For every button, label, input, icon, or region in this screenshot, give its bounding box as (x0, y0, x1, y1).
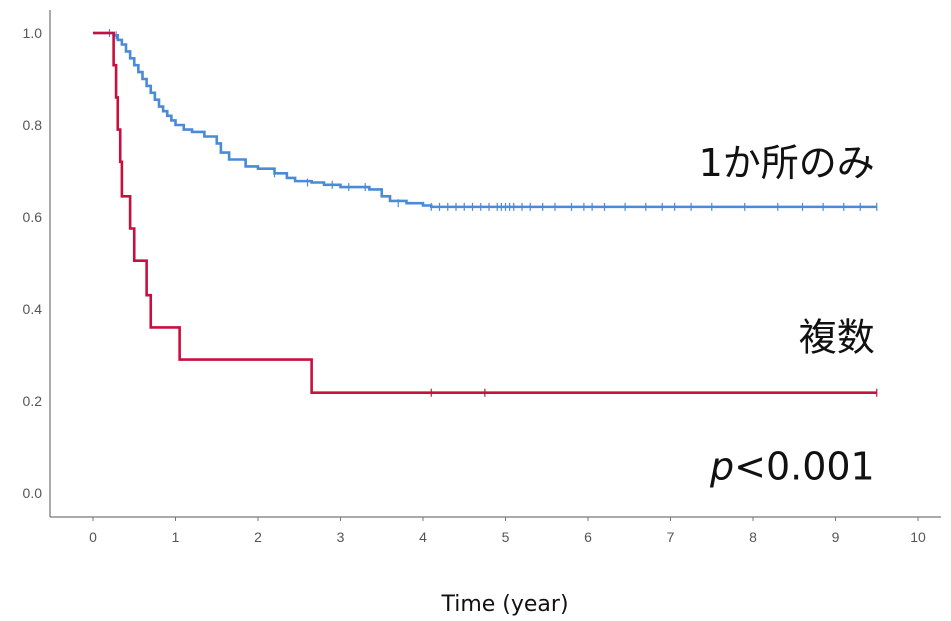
x-tick-label: 9 (832, 529, 840, 545)
x-tick-labels: 0 1 2 3 4 5 6 7 8 9 10 (89, 517, 926, 545)
y-tick-label: 1.0 (23, 25, 43, 41)
y-tick-label: 0.6 (23, 209, 43, 225)
x-tick-label: 5 (502, 529, 510, 545)
x-tick-label: 7 (667, 529, 675, 545)
x-tick-label: 2 (254, 529, 262, 545)
p-symbol: p (709, 444, 734, 488)
y-tick-label: 0.4 (23, 301, 43, 317)
x-tick-label: 0 (89, 529, 97, 545)
survival-line-multiple (93, 31, 877, 395)
y-tick-label: 0.8 (23, 117, 43, 133)
series-group (93, 29, 878, 397)
x-axis-label: Time (year) (440, 592, 568, 617)
x-tick-label: 8 (749, 529, 757, 545)
series-multiple (93, 31, 878, 397)
p-value: <0.001 (734, 444, 875, 488)
axes (49, 10, 941, 518)
annotation-single-site: 1か所のみ (699, 141, 875, 185)
x-tick-label: 4 (419, 529, 427, 545)
x-tick-label: 3 (337, 529, 345, 545)
x-tick-label: 1 (172, 529, 180, 545)
x-tick-label: 10 (910, 529, 926, 545)
y-tick-labels: 0.0 0.2 0.4 0.6 0.8 1.0 (23, 25, 43, 501)
annotation-multiple: 複数 (799, 316, 875, 360)
series-single-site (93, 29, 878, 211)
annotations: 1か所のみ 複数 p<0.001 (699, 141, 875, 489)
y-tick-label: 0.0 (23, 485, 43, 501)
y-tick-label: 0.2 (23, 393, 43, 409)
annotation-p-value: p<0.001 (709, 444, 875, 488)
x-tick-label: 6 (584, 529, 592, 545)
